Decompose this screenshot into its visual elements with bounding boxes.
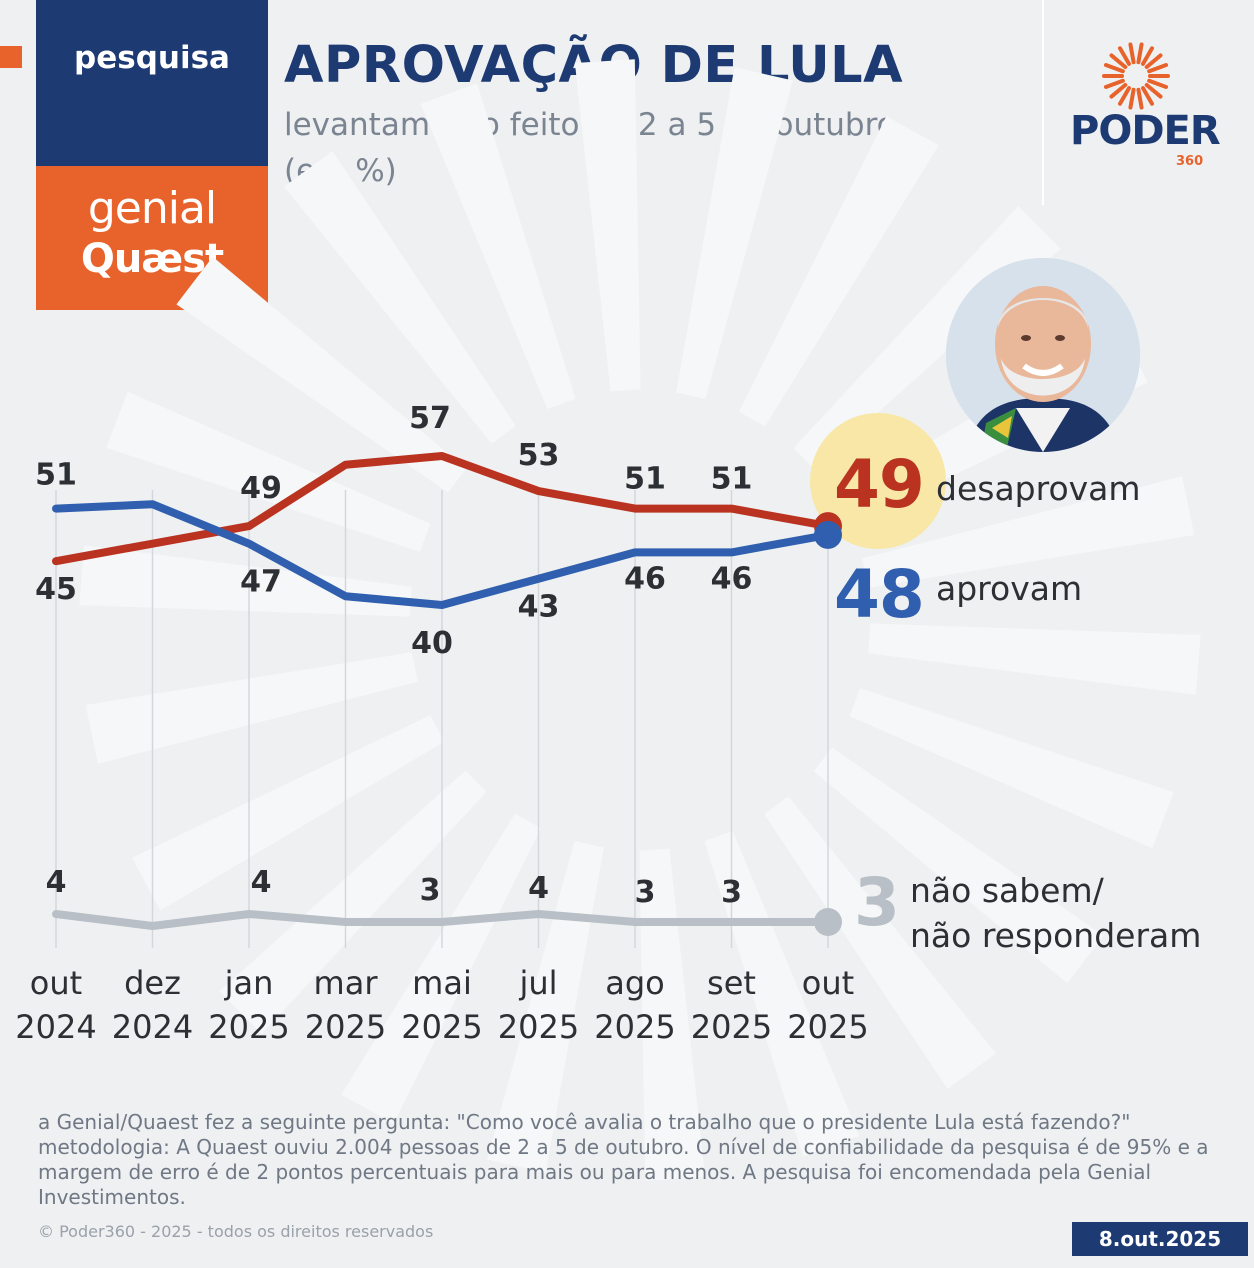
point-label: 43 [518, 590, 560, 625]
survey-tag: pesquisa [36, 0, 268, 166]
accent-square [0, 46, 22, 68]
x-label-year: 2024 [15, 1008, 96, 1046]
highlight-circle [810, 413, 946, 549]
point-label: 51 [711, 462, 753, 497]
background-ray [738, 116, 939, 427]
background-ray [132, 715, 445, 911]
background-ray [676, 67, 793, 399]
partner-logo-line1: genial [87, 183, 217, 234]
x-label-month: out [802, 964, 854, 1002]
end-label-disapprove: 49 [834, 446, 925, 523]
background-ray [574, 59, 641, 392]
point-label: 47 [240, 565, 282, 600]
x-label-year: 2025 [498, 1008, 579, 1046]
point-label: 4 [251, 865, 272, 900]
x-label-month: jan [224, 964, 274, 1002]
unknown-desc-line2: não responderam [910, 916, 1202, 955]
x-label-month: mai [412, 964, 472, 1002]
poder360-logo: PODER 360 [1064, 42, 1221, 172]
x-label-year: 2025 [691, 1008, 772, 1046]
disapprove-desc: desaprovam [936, 469, 1141, 508]
x-label-year: 2025 [594, 1008, 675, 1046]
x-label-month: mar [314, 964, 379, 1002]
point-label: 53 [518, 438, 560, 473]
logo-word: PODER [1070, 108, 1221, 154]
series-line-1 [52, 500, 832, 609]
point-label: 51 [624, 462, 666, 497]
background-ray [106, 391, 431, 552]
unknown-desc: não sabem/ não responderam [910, 868, 1201, 958]
point-label: 45 [35, 572, 77, 607]
point-label: 4 [528, 871, 549, 906]
x-label-month: dez [124, 964, 181, 1002]
grid-lines [55, 490, 829, 948]
x-label-month: ago [605, 964, 665, 1002]
background-ray [85, 652, 418, 764]
background-ray [176, 256, 467, 493]
end-label-unknown: 3 [854, 864, 900, 941]
copyright: © Poder360 - 2025 - todos os direitos re… [38, 1222, 434, 1241]
logo-number: 360 [1176, 154, 1204, 169]
point-label: 46 [624, 561, 666, 596]
background-ray [868, 623, 1201, 695]
brand-box: pesquisa genial Quæst [36, 0, 268, 310]
x-label-month: out [30, 964, 82, 1002]
series-end-dot-2 [814, 908, 842, 936]
series-line-2 [52, 910, 832, 930]
sun-icon [1102, 42, 1170, 110]
partner-logo: genial Quæst [36, 166, 268, 310]
point-label: 3 [721, 875, 742, 910]
background-ray [79, 545, 412, 617]
background-ray [813, 747, 1104, 984]
background-ray [219, 770, 487, 1034]
header-divider [1042, 0, 1044, 205]
point-label: 4 [46, 865, 67, 900]
series-line-0 [52, 452, 832, 566]
point-label: 49 [240, 471, 282, 506]
end-label-approve: 48 [834, 556, 925, 633]
x-label-year: 2025 [208, 1008, 289, 1046]
background-ray [639, 848, 706, 1181]
point-label: 40 [411, 626, 453, 661]
avatar [946, 258, 1140, 452]
point-label: 3 [420, 873, 441, 908]
point-label: 46 [711, 561, 753, 596]
unknown-desc-line1: não sabem/ [910, 871, 1104, 910]
background-ray [341, 813, 542, 1124]
background-ray [420, 83, 576, 409]
x-label-month: jul [518, 964, 557, 1002]
background-ray [487, 841, 604, 1173]
background-ray [284, 151, 516, 444]
x-label-year: 2025 [401, 1008, 482, 1046]
portrait-illustration [946, 258, 1140, 452]
background-ray [862, 476, 1195, 588]
x-label-year: 2024 [112, 1008, 193, 1046]
background-ray [704, 831, 860, 1157]
series-lines [52, 413, 946, 936]
background-ray [849, 688, 1174, 849]
x-label-year: 2025 [787, 1008, 868, 1046]
date-badge: 8.out.2025 [1072, 1222, 1248, 1256]
point-label: 3 [635, 875, 656, 910]
x-axis-labels: out 2024 dez 2024 jan 2025 mar 2025 mai 2025 jul 20… [15, 964, 868, 1046]
x-label-month: set [707, 964, 756, 1002]
point-label: 57 [409, 401, 451, 436]
background-ray [764, 796, 996, 1089]
approve-desc: aprovam [936, 569, 1083, 608]
point-label: 51 [35, 458, 77, 493]
methodology-note: a Genial/Quaest fez a seguinte pergunta:… [38, 1110, 1209, 1209]
x-label-year: 2025 [305, 1008, 386, 1046]
series-end-dot-1 [814, 520, 842, 549]
